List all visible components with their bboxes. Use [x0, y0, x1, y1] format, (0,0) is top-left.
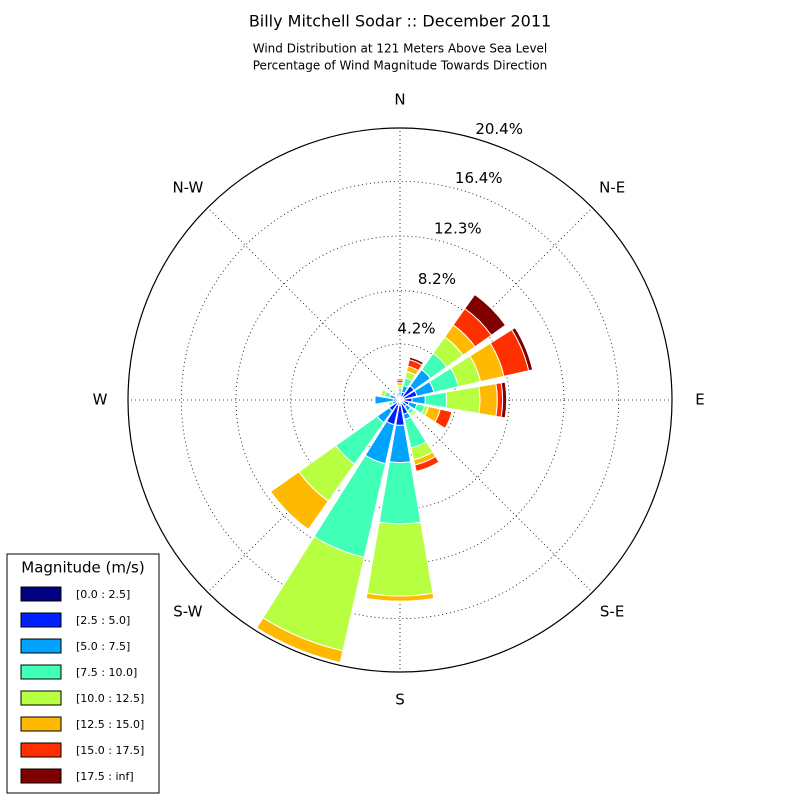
legend-swatch [21, 613, 61, 627]
wind-segment [367, 522, 433, 596]
direction-label: S-E [600, 603, 624, 621]
legend-swatch [21, 743, 61, 757]
r-tick-label: 4.2% [397, 319, 435, 337]
direction-label: N-W [172, 178, 203, 196]
r-tick-label: 20.4% [475, 120, 523, 138]
legend-label: [17.5 : inf] [76, 770, 134, 783]
chart-title: Billy Mitchell Sodar :: December 2011 [249, 12, 551, 31]
direction-label: S-W [173, 603, 202, 621]
legend-title: Magnitude (m/s) [21, 559, 144, 577]
legend-label: [2.5 : 5.0] [76, 614, 130, 627]
wind-segment [398, 388, 402, 392]
legend-label: [5.0 : 7.5] [76, 640, 130, 653]
direction-label: W [93, 391, 108, 409]
legend-swatch [21, 691, 61, 705]
legend-swatch [21, 717, 61, 731]
direction-label: S [395, 691, 405, 709]
r-tick-label: 12.3% [434, 220, 482, 238]
legend-swatch [21, 587, 61, 601]
wind-segment [479, 384, 497, 417]
legend-label: [0.0 : 2.5] [76, 588, 130, 601]
legend-label: [15.0 : 17.5] [76, 744, 144, 757]
legend-swatch [21, 665, 61, 679]
legend-swatch [21, 769, 61, 783]
r-tick-label: 8.2% [418, 270, 456, 288]
direction-label: N-E [599, 178, 625, 196]
legend-label: [10.0 : 12.5] [76, 692, 144, 705]
legend-label: [7.5 : 10.0] [76, 666, 137, 679]
r-tick-label: 16.4% [455, 169, 503, 187]
legend-swatch [21, 639, 61, 653]
legend-label: [12.5 : 15.0] [76, 718, 144, 731]
chart-subtitle: Wind Distribution at 121 Meters Above Se… [253, 42, 548, 56]
direction-label: N [394, 91, 405, 109]
wind-segment [396, 379, 403, 381]
chart-subtitle: Percentage of Wind Magnitude Towards Dir… [253, 59, 547, 73]
direction-label: E [695, 391, 704, 409]
